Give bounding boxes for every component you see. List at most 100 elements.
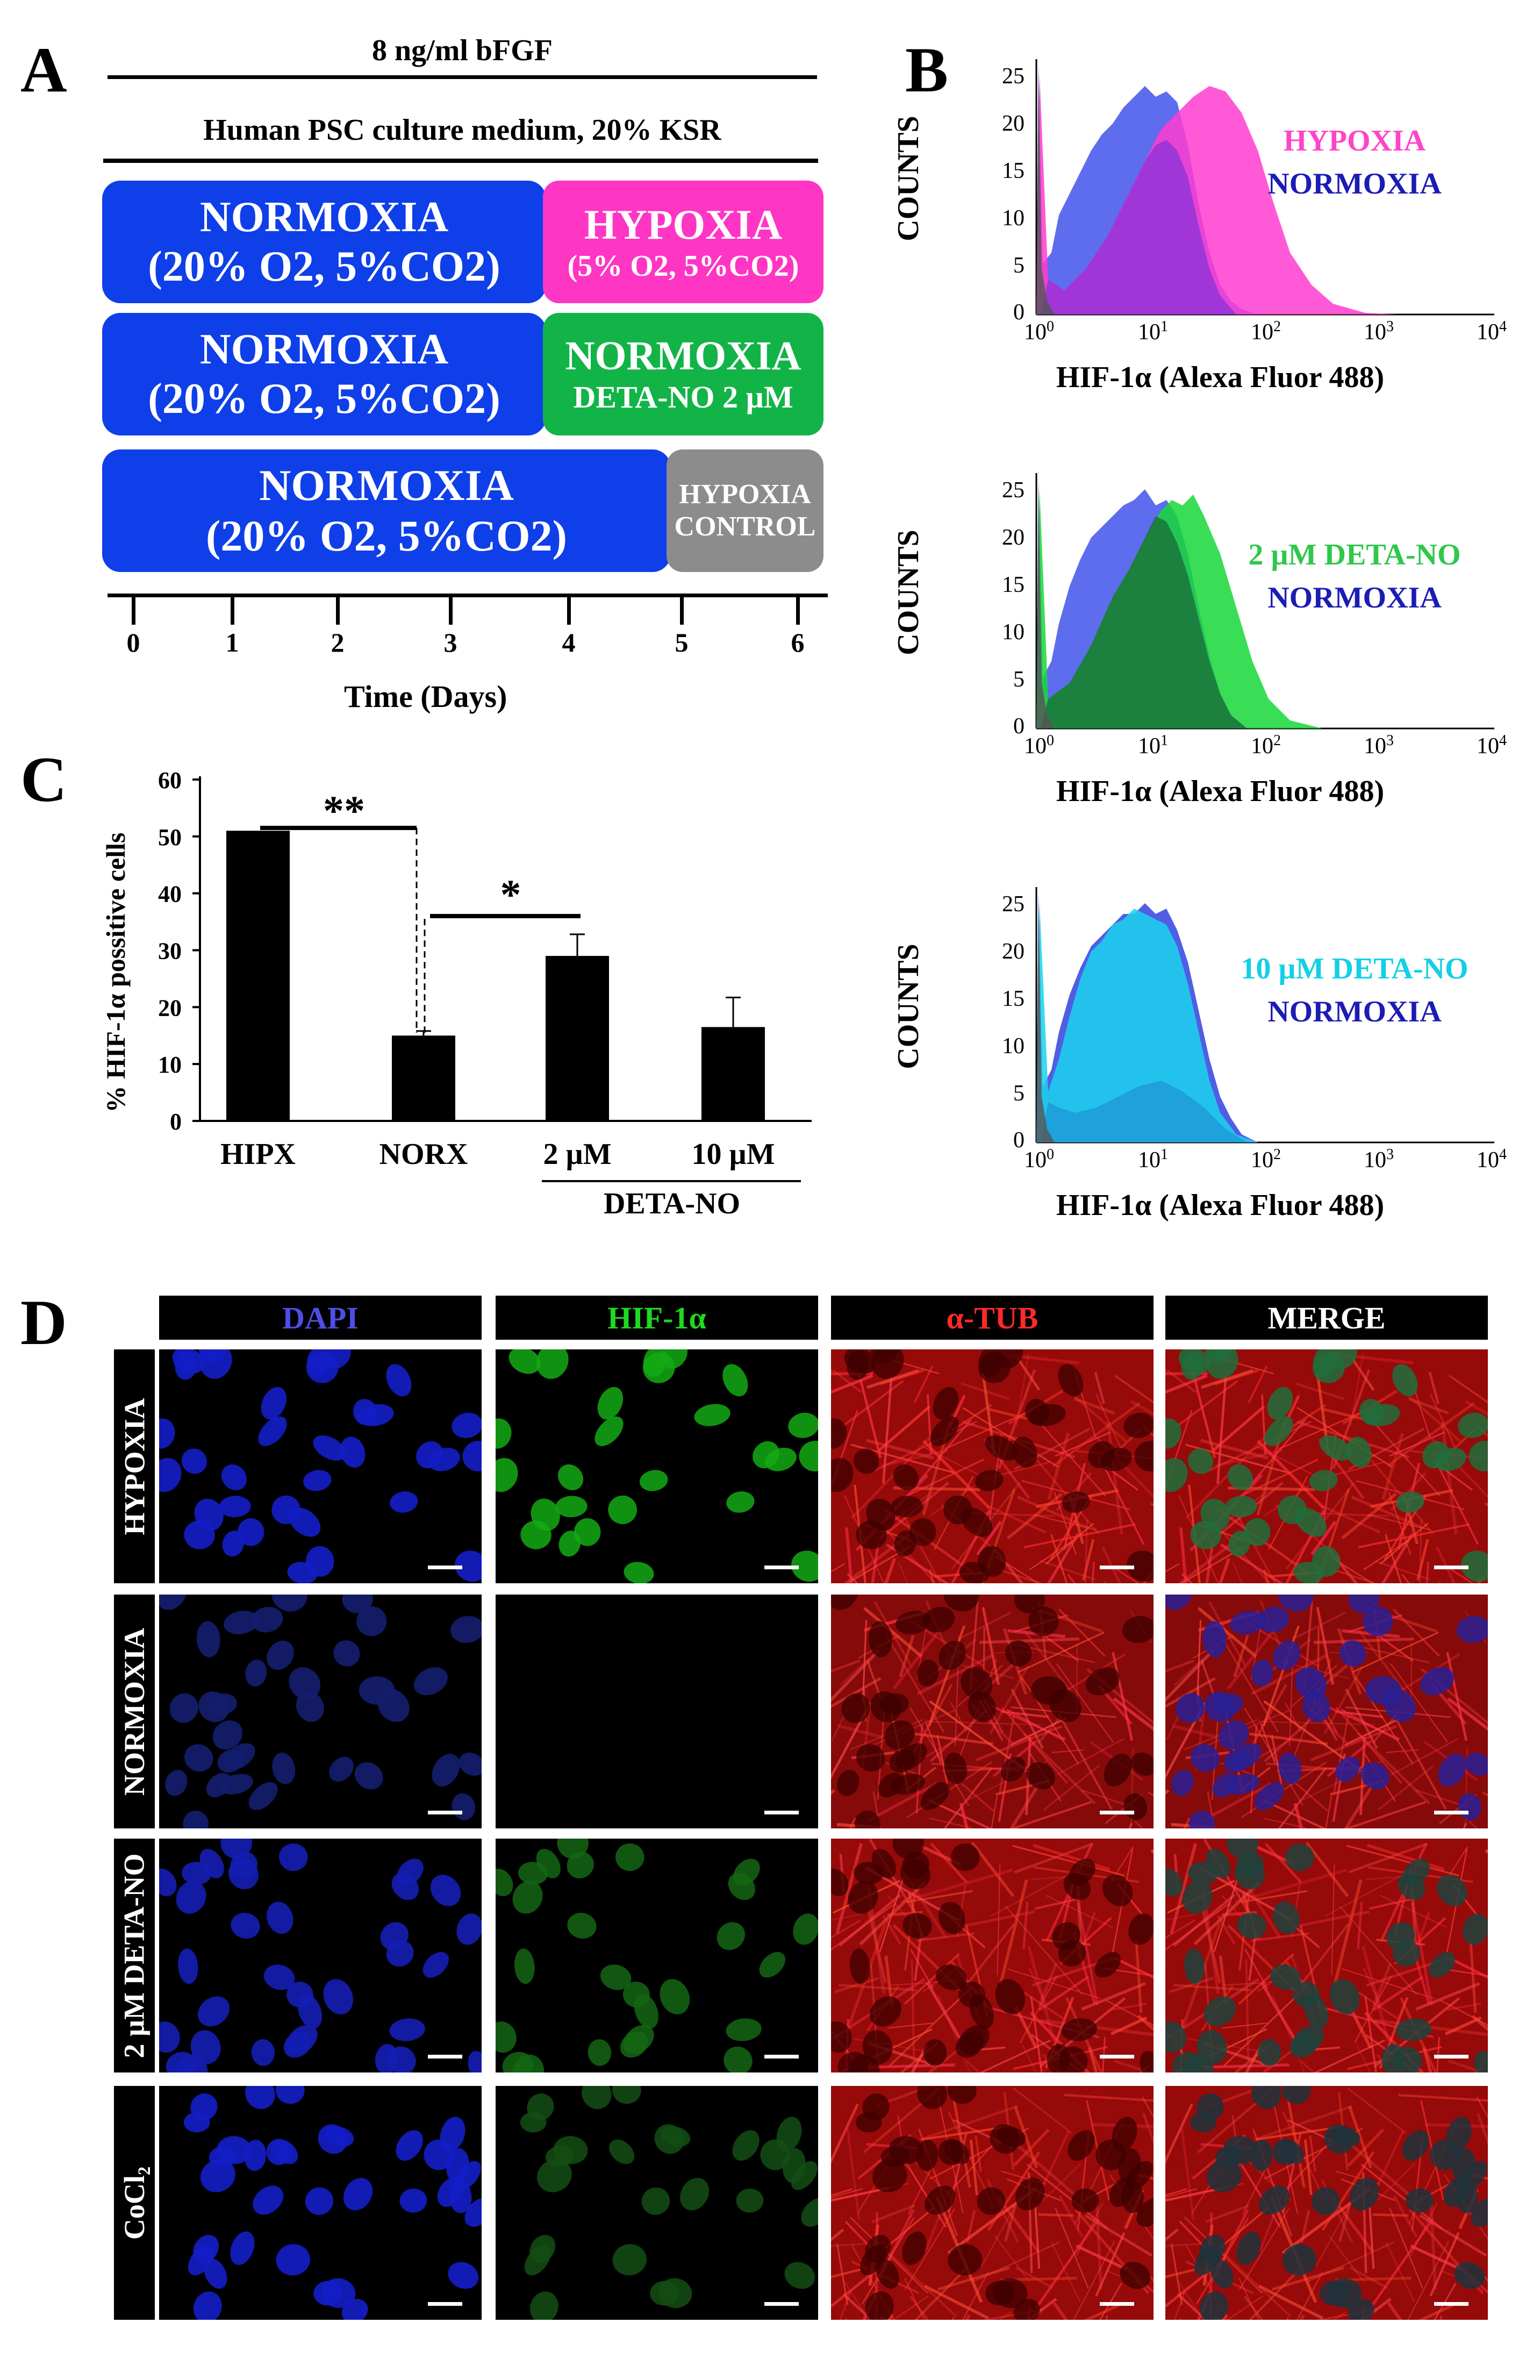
- tubulin-filament: [1037, 1715, 1062, 1744]
- nucleus: [831, 2021, 852, 2053]
- tubulin-filament: [1014, 2106, 1038, 2168]
- tubulin-filament: [929, 1817, 972, 1828]
- nucleus: [1128, 1913, 1154, 1945]
- nucleus: [258, 1416, 287, 1446]
- tubulin-filament: [1272, 1994, 1305, 2072]
- nucleus: [855, 1810, 881, 1828]
- tubulin-filament: [1476, 2097, 1488, 2119]
- nucleus: [1181, 1350, 1204, 1380]
- tubulin-filament: [1372, 1715, 1396, 1744]
- tubulin-filament: [966, 2210, 976, 2243]
- tubulin-filament: [1009, 1800, 1092, 1828]
- scale-bar: [764, 1566, 799, 1569]
- tubulin-filament: [1379, 1523, 1429, 1565]
- tubulin-filament: [1074, 1396, 1127, 1443]
- nucleus: [894, 1531, 916, 1557]
- nucleus: [1458, 1412, 1488, 1438]
- nucleus: [267, 1640, 294, 1670]
- deta-no-histogram: [1036, 903, 1258, 1142]
- x-tick-base: 10: [1364, 320, 1386, 345]
- tubulin-filament: [1249, 1419, 1306, 1487]
- tubulin-filament: [1220, 1635, 1279, 1733]
- tubulin-filament: [1047, 1533, 1080, 1583]
- medium-line: [103, 159, 818, 163]
- tubulin-filament: [914, 1732, 993, 1746]
- background-histogram: [1036, 70, 1055, 315]
- tubulin-filament: [1444, 2016, 1482, 2035]
- tubulin-filament: [926, 1723, 942, 1764]
- tubulin-filament: [997, 1864, 1001, 1975]
- nucleus: [1190, 2112, 1216, 2133]
- tubulin-filament: [1165, 1913, 1196, 1921]
- nucleus: [1028, 1606, 1059, 1636]
- tubulin-filament: [959, 1611, 1012, 1640]
- tubulin-filament: [831, 1919, 862, 1939]
- nucleus: [1122, 1616, 1154, 1643]
- nucleus: [1285, 1843, 1314, 1871]
- nucleus: [567, 1852, 594, 1878]
- nucleus: [997, 1349, 1023, 1369]
- nucleus: [831, 1418, 847, 1449]
- nucleus: [896, 1611, 931, 1634]
- tubulin-filament: [1205, 2204, 1250, 2224]
- tubulin-filament: [1044, 1635, 1079, 1662]
- tubulin-filament: [1392, 1713, 1447, 1810]
- tubulin-filament: [871, 1542, 880, 1583]
- x-tick-exponent: 4: [1499, 318, 1507, 335]
- nucleus: [977, 2187, 1006, 2215]
- time-tick-label: 3: [443, 627, 457, 657]
- nucleus: [496, 1458, 518, 1492]
- micrograph-dapi-normoxia: [159, 1595, 482, 1828]
- micrograph-merge-hypoxia: [1165, 1349, 1488, 1583]
- tubulin-filament: [927, 1394, 932, 1455]
- category-label: NORX: [379, 1138, 468, 1171]
- nucleus: [985, 2281, 1014, 2306]
- nucleus: [219, 1496, 251, 1518]
- tubulin-filament: [831, 2103, 859, 2164]
- nucleus: [594, 1416, 624, 1446]
- tubulin-filament: [1013, 2128, 1050, 2167]
- tubulin-filament: [1238, 1953, 1294, 2005]
- bfgf-line: [108, 75, 817, 79]
- y-axis-label-counts: COUNTS: [892, 944, 925, 1069]
- nucleus: [289, 1507, 321, 1537]
- nucleus: [263, 1964, 295, 1990]
- row-label-cocl-: CoCl₂: [114, 2086, 155, 2320]
- tubulin-filament: [1279, 1411, 1363, 1450]
- nucleus: [784, 2262, 815, 2289]
- nucleus: [951, 1843, 980, 1871]
- tubulin-filament: [1271, 1735, 1284, 1791]
- scale-bar: [764, 1811, 799, 1814]
- nucleus: [459, 1752, 482, 1776]
- tubulin-filament: [842, 2293, 873, 2320]
- tubulin-filament: [1447, 1697, 1488, 1731]
- tubulin-filament: [1165, 2188, 1198, 2198]
- nucleus: [717, 1922, 745, 1950]
- x-tick-exponent: 1: [1161, 1146, 1168, 1163]
- nucleus: [198, 1349, 226, 1363]
- nucleus: [782, 2148, 806, 2183]
- nucleus: [1165, 1458, 1188, 1492]
- tubulin-filament: [965, 2060, 981, 2072]
- tubulin-filament: [866, 1369, 919, 1389]
- tubulin-filament: [1429, 1393, 1456, 1448]
- tubulin-filament: [1099, 2283, 1122, 2320]
- tubulin-filament: [863, 1607, 923, 1658]
- nucleus: [935, 1964, 967, 1990]
- tubulin-filament: [1245, 1959, 1250, 2062]
- tubulin-filament: [1170, 1843, 1198, 1934]
- nucleus: [1088, 1441, 1115, 1469]
- tubulin-filament: [1299, 1910, 1370, 1927]
- tubulin-filament: [1342, 1968, 1435, 1999]
- tubulin-filament: [1165, 2268, 1196, 2278]
- nucleus: [1469, 1440, 1488, 1471]
- tubulin-filament: [1286, 1404, 1327, 1432]
- tubulin-filament: [1333, 2311, 1346, 2320]
- tubulin-filament: [1114, 1375, 1154, 1404]
- tubulin-filament: [1324, 1874, 1403, 1917]
- tubulin-filament: [913, 1366, 934, 1404]
- nucleus: [1461, 1550, 1488, 1582]
- nucleus: [159, 1418, 175, 1449]
- x-tick-base: 10: [1138, 320, 1161, 345]
- tubulin-filament: [1165, 2186, 1223, 2202]
